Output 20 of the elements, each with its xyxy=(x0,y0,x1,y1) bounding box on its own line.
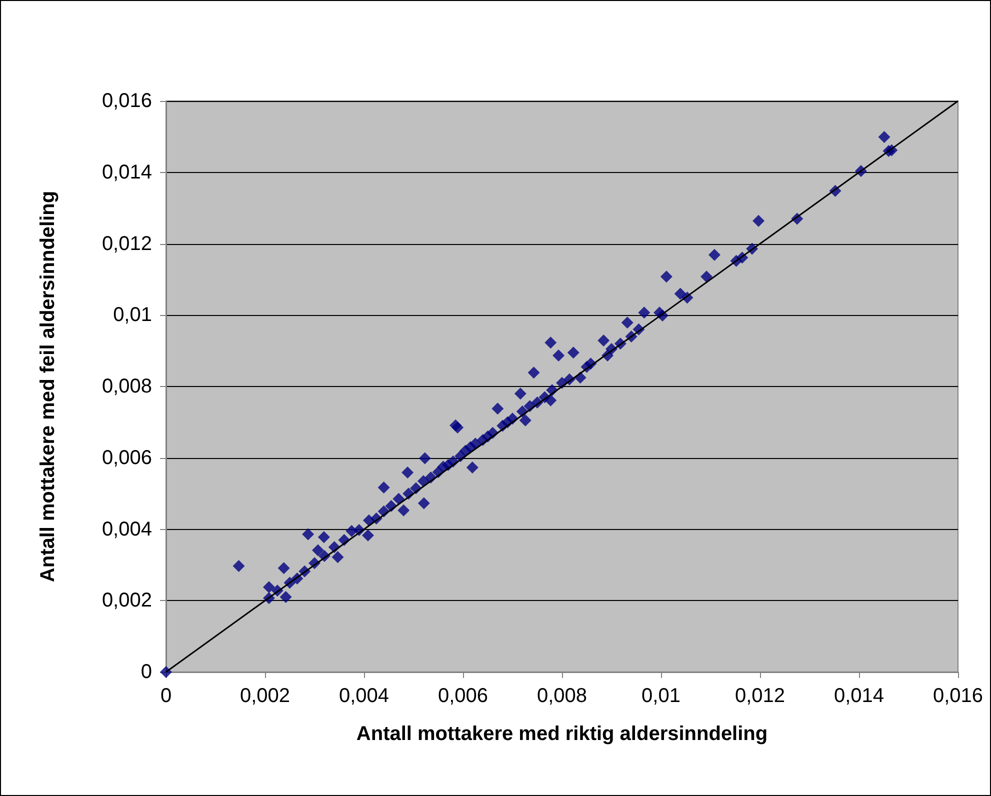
x-tick-label: 0,012 xyxy=(734,685,786,707)
y-tick-label: 0,016 xyxy=(102,90,152,112)
x-tick-label: 0,004 xyxy=(338,685,390,707)
y-tick-label: 0,008 xyxy=(102,376,152,398)
y-tick-label: 0,002 xyxy=(102,590,152,612)
x-tick-label: 0,006 xyxy=(438,685,488,707)
y-tick-label: 0,006 xyxy=(102,446,152,469)
y-tick-label: 0 xyxy=(140,661,152,683)
y-axis-title: Antall mottakere med feil aldersinndeling xyxy=(37,190,59,582)
x-tick-label: 0 xyxy=(160,685,172,707)
x-tick-label: 0,01 xyxy=(642,685,680,707)
x-axis-title: Antall mottakere med riktig aldersinndeling xyxy=(356,723,768,745)
y-tick-label: 0,012 xyxy=(102,232,152,255)
y-tick-label: 0,014 xyxy=(102,161,152,184)
x-tick-label: 0,002 xyxy=(240,685,290,707)
x-tick-label: 0,008 xyxy=(536,685,588,707)
x-tick-label: 0,016 xyxy=(932,685,984,707)
x-tick-label: 0,014 xyxy=(834,685,884,707)
y-tick-label: 0,004 xyxy=(102,518,152,540)
y-tick-label: 0,01 xyxy=(113,304,152,326)
